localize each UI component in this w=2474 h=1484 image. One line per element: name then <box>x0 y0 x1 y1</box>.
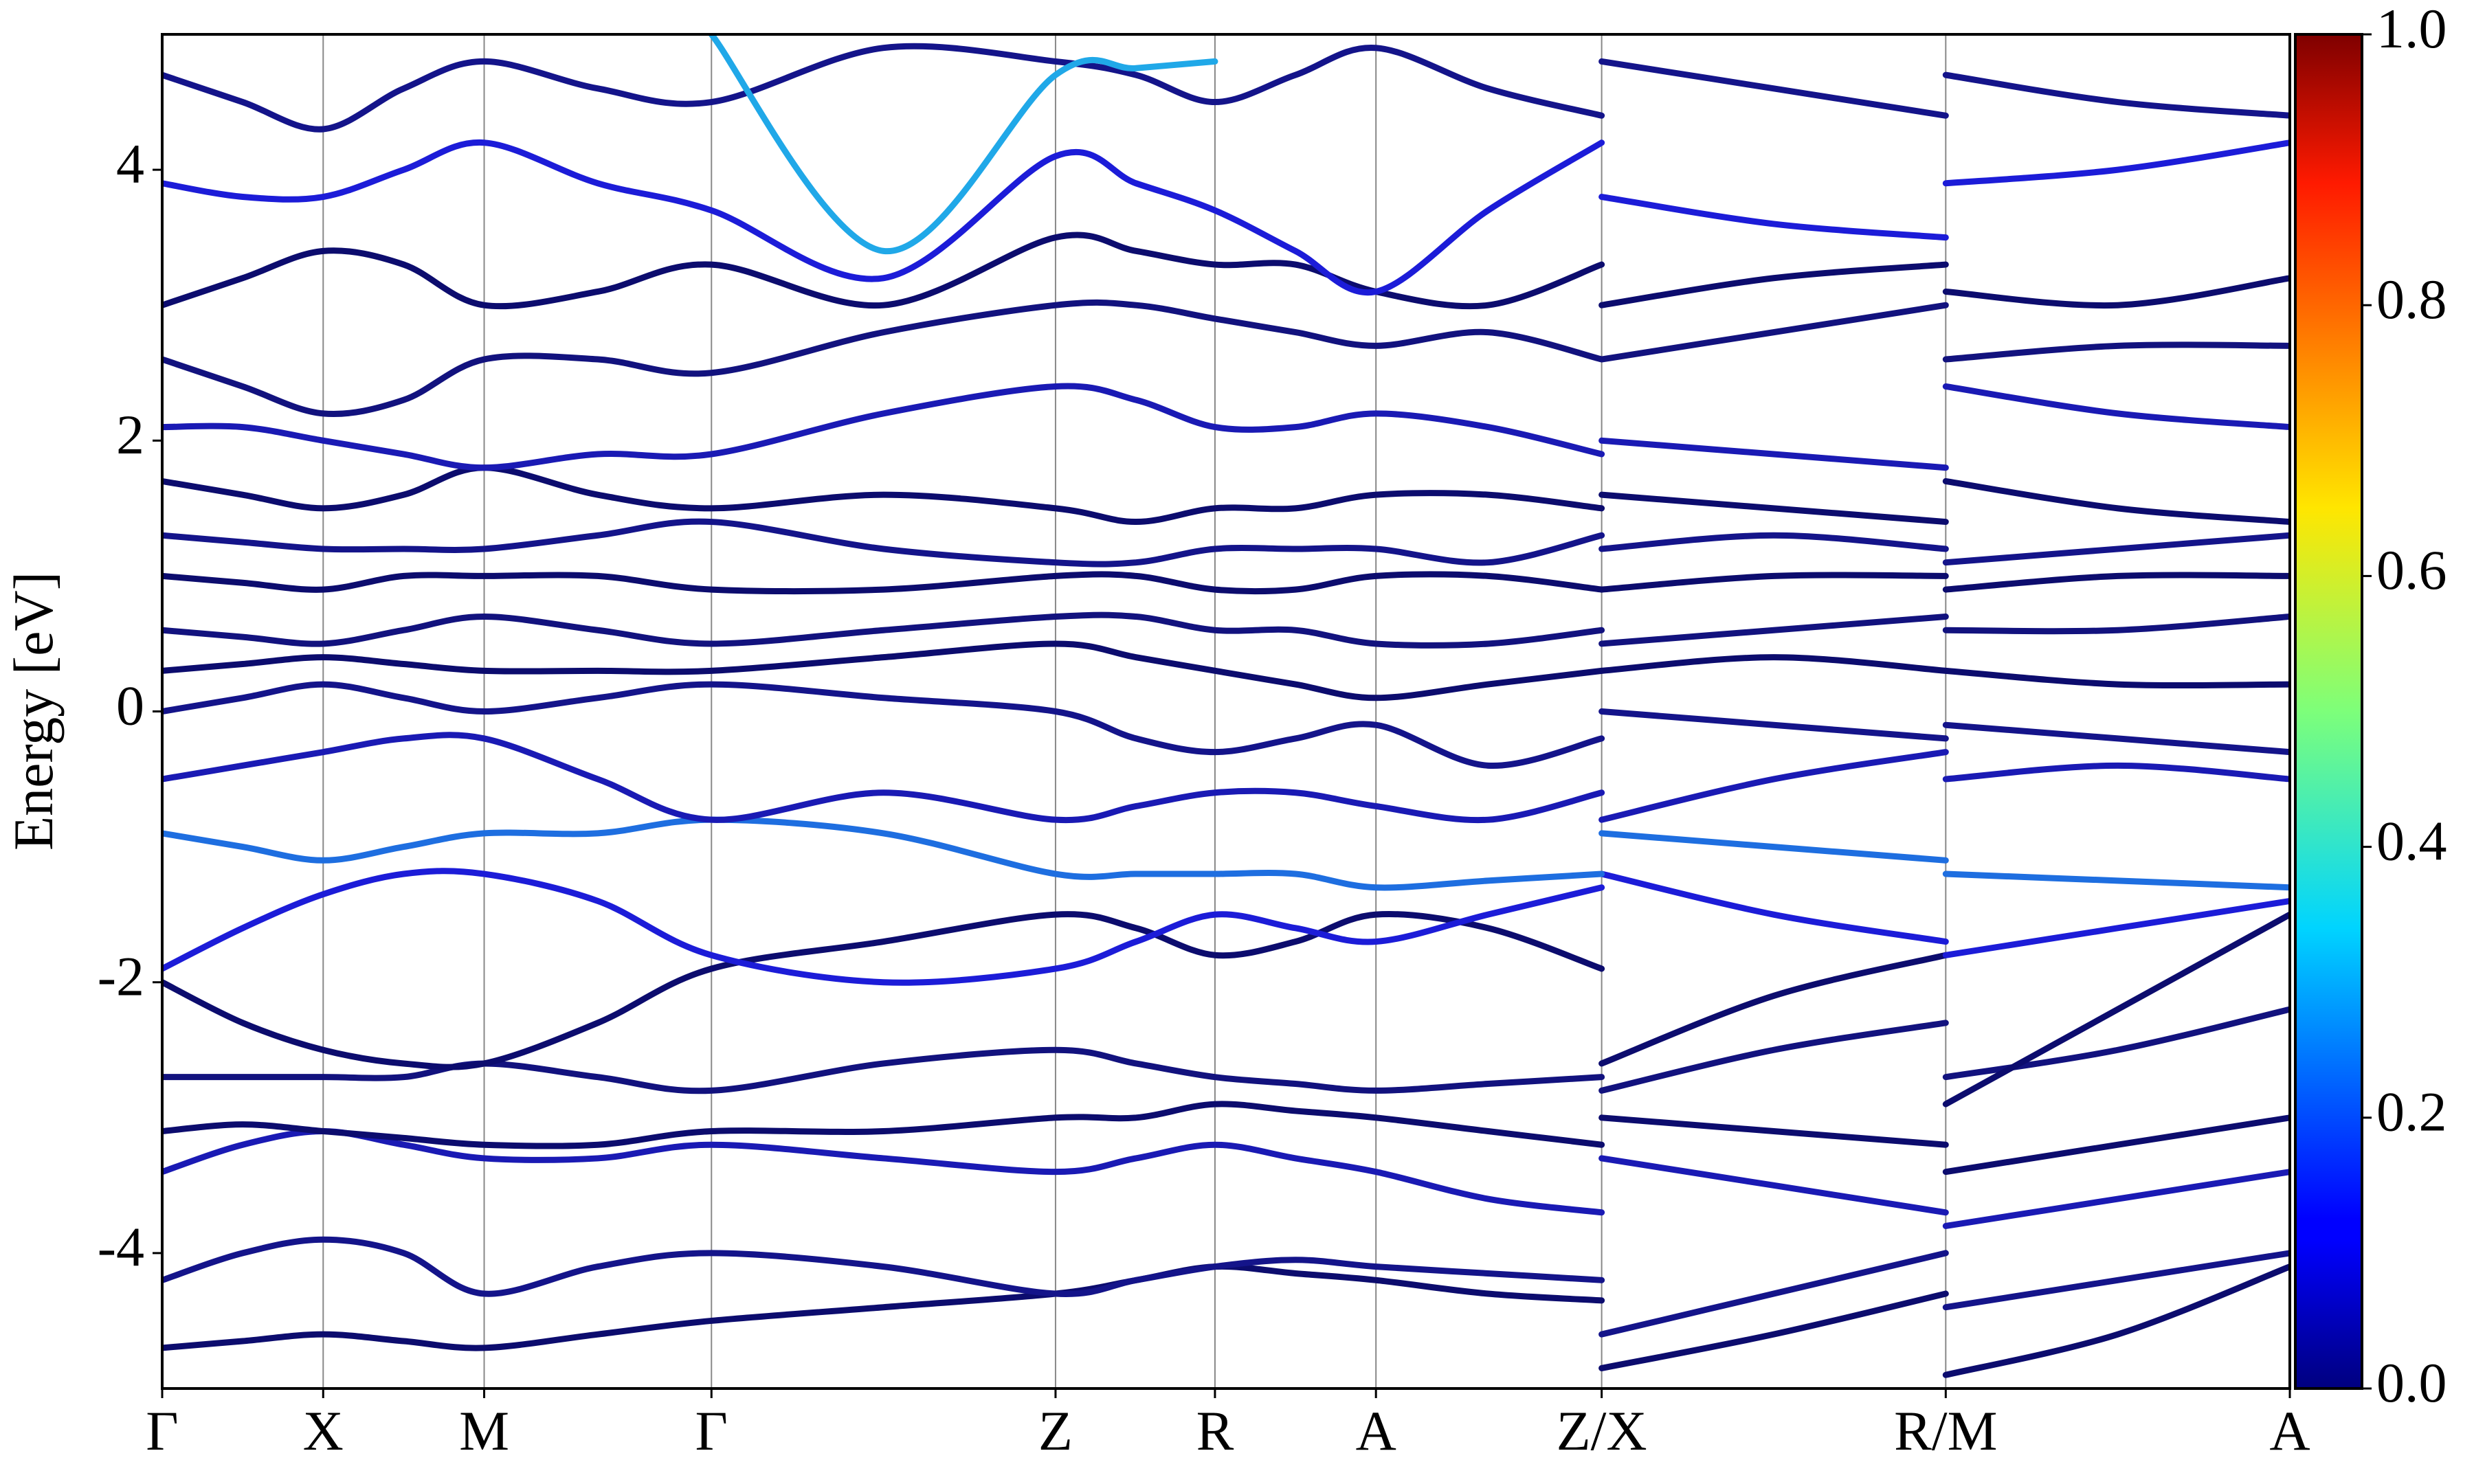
colorbar-tick-label: 0.8 <box>2376 268 2447 330</box>
band <box>162 640 2290 701</box>
band <box>162 299 2290 417</box>
band <box>162 816 2290 891</box>
y-axis-label: Energy [eV] <box>2 572 65 851</box>
band <box>162 1006 2290 1094</box>
band <box>162 232 2290 310</box>
x-tick-label: M <box>459 1399 509 1462</box>
band <box>162 518 2290 567</box>
band <box>708 34 1218 254</box>
band <box>162 571 2290 595</box>
band <box>162 868 2290 986</box>
band <box>162 1101 2290 1176</box>
y-tick-label: 2 <box>116 403 144 466</box>
x-tick-label: Γ <box>695 1399 728 1462</box>
band <box>162 139 2290 296</box>
band <box>162 1263 2290 1378</box>
bands <box>162 34 2290 1378</box>
x-tick-label: R/M <box>1894 1399 1997 1462</box>
colorbar-tick-label: 0.2 <box>2376 1081 2447 1143</box>
y-tick-label: 4 <box>116 133 144 195</box>
x-tick-label: R <box>1196 1399 1234 1462</box>
band <box>162 732 2290 824</box>
x-tick-label: Z/X <box>1557 1399 1647 1462</box>
y-tick-label: -2 <box>98 945 144 1008</box>
colorbar-tick-label: 0.4 <box>2376 809 2447 872</box>
x-tick-label: A <box>2269 1399 2310 1462</box>
band <box>162 1236 2290 1338</box>
colorbar <box>2294 33 2363 1390</box>
band <box>162 911 2290 1108</box>
y-tick-label: -4 <box>98 1216 144 1279</box>
y-tick-label: 0 <box>116 674 144 737</box>
axes: Γ X M Γ Z R A Z/X R/M A -4 -2 0 2 4 0.0 0.2 0.4 0.6 0.8 1.0 <box>98 0 2447 1462</box>
x-tick-label: X <box>303 1399 344 1462</box>
band <box>162 43 2290 133</box>
band <box>162 611 2290 649</box>
colorbar-tick-label: 0.0 <box>2376 1351 2447 1414</box>
x-tick-label: A <box>1356 1399 1396 1462</box>
band <box>162 383 2290 471</box>
x-tick-label: Z <box>1038 1399 1073 1462</box>
x-tick-label: Γ <box>146 1399 178 1462</box>
colorbar-tick-label: 1.0 <box>2376 0 2447 60</box>
band <box>162 464 2290 526</box>
band <box>162 681 2290 769</box>
colorbar-tick-label: 0.6 <box>2376 539 2447 601</box>
